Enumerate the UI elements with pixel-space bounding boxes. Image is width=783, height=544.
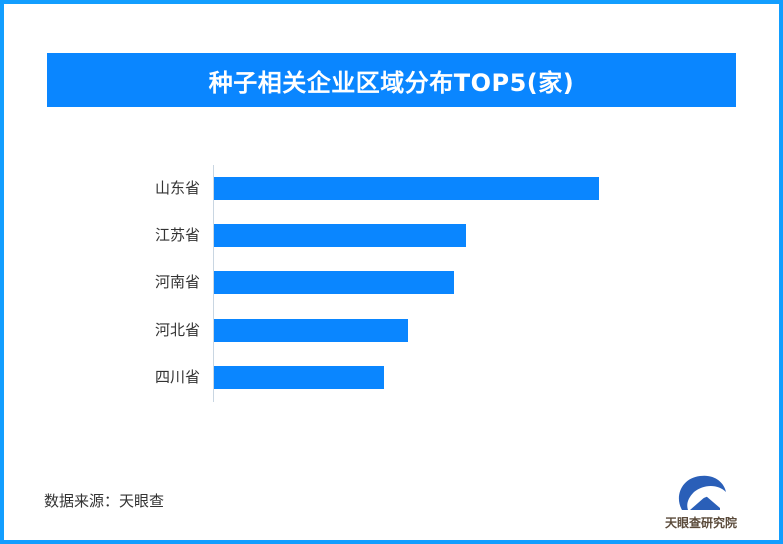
bar (214, 319, 408, 342)
tianyancha-logo-icon (678, 475, 726, 510)
bar (214, 177, 599, 200)
category-label: 四川省 (154, 368, 200, 386)
title-banner: 种子相关企业区域分布TOP5(家) (47, 53, 736, 107)
bar (214, 224, 466, 247)
category-label: 河北省 (154, 321, 200, 339)
category-label: 山东省 (154, 179, 200, 197)
chart-title: 种子相关企业区域分布TOP5(家) (208, 68, 575, 97)
category-label: 河南省 (154, 273, 200, 291)
y-axis-line (213, 165, 214, 402)
category-label: 江苏省 (154, 226, 200, 244)
logo-text: 天眼查研究院 (664, 516, 737, 530)
bar (214, 271, 454, 294)
logo: 天眼查研究院 (660, 468, 742, 534)
data-source: 数据来源：天眼查 (44, 492, 165, 510)
bar (214, 366, 384, 389)
